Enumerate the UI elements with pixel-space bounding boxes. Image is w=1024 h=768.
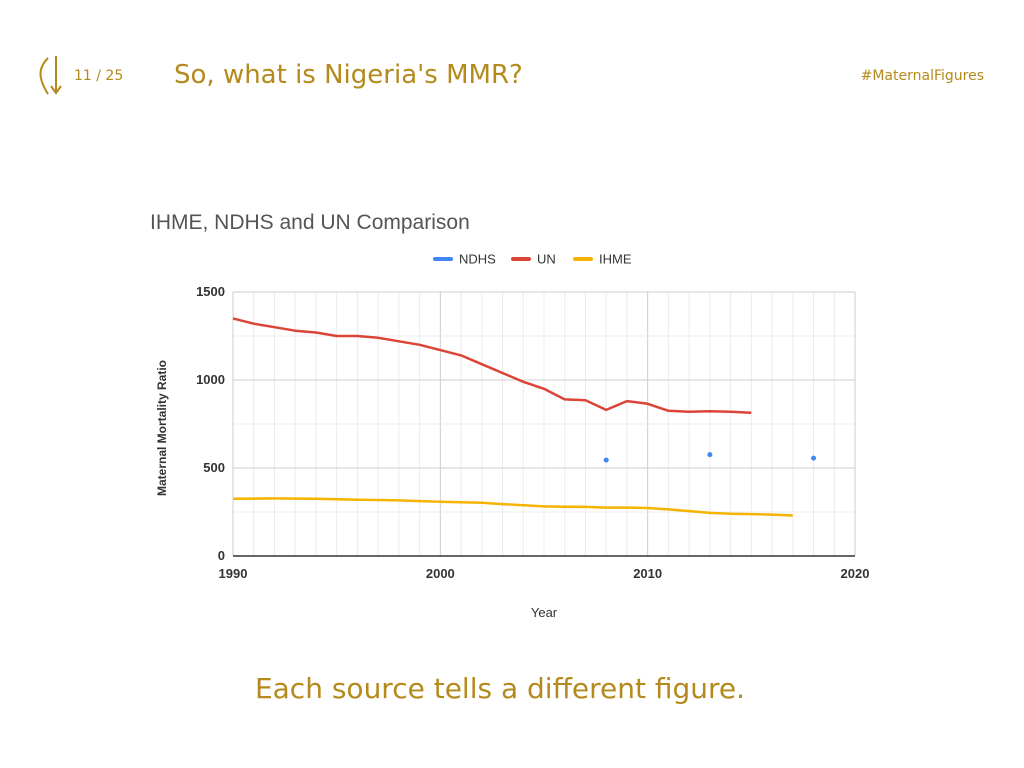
chart-series — [232, 317, 817, 517]
legend-label-ndhs: NDHS — [459, 252, 496, 267]
y-tick-label: 500 — [203, 460, 225, 475]
legend-label-un: UN — [537, 252, 556, 267]
series-line-ihme — [232, 497, 793, 517]
slide-counter: 11 / 25 — [74, 68, 124, 84]
x-tick-label: 2000 — [426, 566, 455, 581]
hashtag: #MaternalFigures — [860, 68, 984, 84]
y-tick-label: 1500 — [196, 284, 225, 299]
y-tick-label: 1000 — [196, 372, 225, 387]
legend-label-ihme: IHME — [599, 252, 632, 267]
caption: Each source tells a different figure. — [254, 672, 746, 705]
chart-axes: 1990 2000 2010 2020 0 500 1000 1500 — [196, 284, 869, 581]
y-axis-label: Maternal Mortality Ratio — [155, 360, 169, 496]
point-ndhs — [707, 452, 713, 458]
logo-icon — [39, 56, 62, 95]
y-tick-label: 0 — [218, 548, 225, 563]
x-axis-label: Year — [531, 605, 558, 620]
chart-grid — [232, 291, 856, 557]
slide-title: So, what is Nigeria's MMR? — [174, 60, 523, 90]
chart-legend: NDHS UN IHME — [433, 252, 632, 267]
chart: IHME, NDHS and UN Comparison NDHS UN IHME … — [140, 195, 900, 635]
x-tick-label: 2020 — [841, 566, 870, 581]
x-tick-label: 2010 — [633, 566, 662, 581]
chart-svg: IHME, NDHS and UN Comparison NDHS UN IHME … — [150, 211, 869, 620]
slide-header: 11 / 25 So, what is Nigeria's MMR? #Mate… — [0, 0, 1024, 120]
point-ndhs — [811, 455, 817, 461]
chart-title: IHME, NDHS and UN Comparison — [150, 211, 470, 234]
x-tick-label: 1990 — [219, 566, 248, 581]
series-line-un — [232, 317, 752, 414]
point-ndhs — [603, 457, 609, 463]
